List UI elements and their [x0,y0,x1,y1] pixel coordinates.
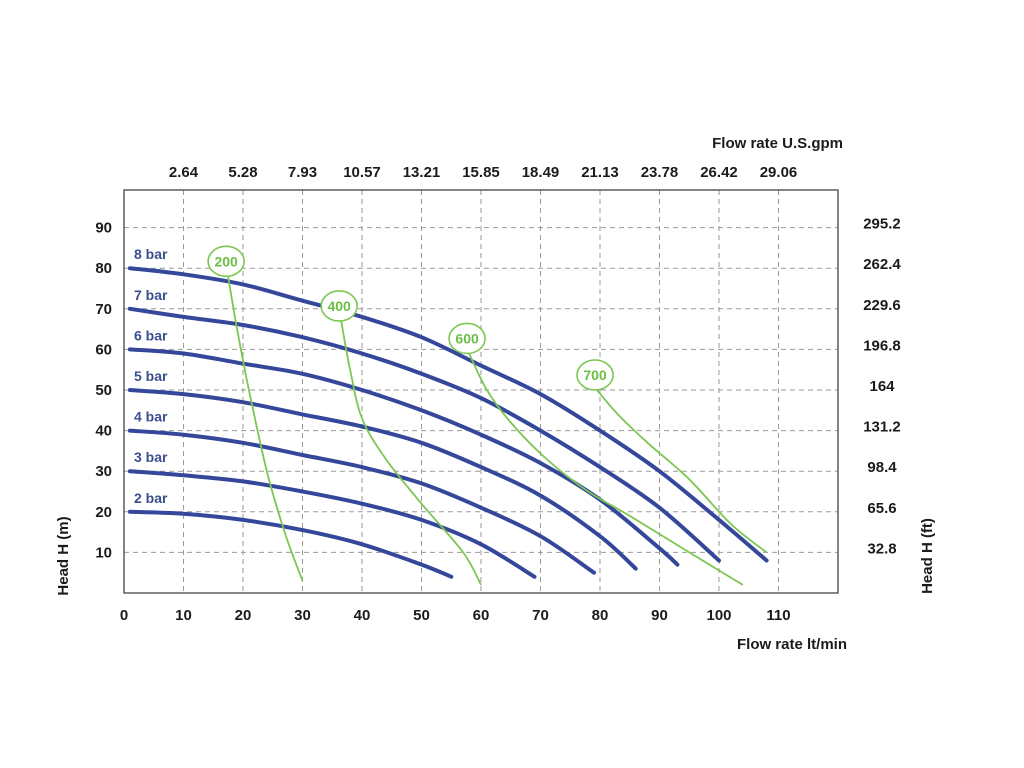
speed-curve-label: 600 [455,330,479,346]
tick-labels: 0 10 2.64 20 5.28 30 7.93 40 10.57 50 13.21 60 15.85… [95,164,901,624]
pressure-curve-line [127,509,454,579]
x2-tick-label: 7.93 [288,164,317,181]
x-tick-label: 0 [120,607,128,624]
x2-tick-label: 26.42 [700,164,738,181]
x-tick-label: 70 [532,607,549,624]
x2-tick-label: 13.21 [403,164,441,181]
plot-frame [123,189,839,594]
pressure-curve-line [127,388,638,571]
speed-curve-line [596,389,768,554]
y-tick-label: 80 [95,260,112,277]
x-tick-label: 60 [473,607,490,624]
pressure-curve-label: 6 bar [134,327,168,343]
x-axis-title: Flow rate lt/min [737,636,847,653]
x2-tick-label: 15.85 [462,164,500,181]
y2-tick-label: 229.6 [863,297,901,314]
y-tick-label: 50 [95,382,112,399]
pressure-curve-label: 3 bar [134,449,168,465]
y2-tick-label: 65.6 [867,500,896,517]
speed-curve-line [340,320,482,586]
x-tick-label: 10 [175,607,192,624]
speed-curve-line [468,353,744,586]
x2-axis-title: Flow rate U.S.gpm [712,135,843,152]
y2-axis-title: Head H (ft) [919,518,936,594]
pressure-curve-label: 2 bar [134,490,168,506]
pressure-curves: 2 bar 3 bar 4 bar 5 bar 6 bar 7 bar 8 bar [127,246,769,579]
y-tick-label: 30 [95,463,112,480]
y2-tick-label: 98.4 [867,459,897,476]
speed-curve-label: 200 [214,253,238,269]
y-tick-label: 40 [95,423,112,440]
pressure-curve-line [127,428,596,575]
x-tick-label: 40 [354,607,371,624]
x-tick-label: 20 [235,607,252,624]
x-tick-label: 30 [294,607,311,624]
x-tick-label: 50 [413,607,430,624]
y-tick-label: 10 [95,544,112,561]
speed-curve-label: 700 [583,367,607,383]
y-axis-title: Head H (m) [55,516,72,595]
pressure-curve-label: 8 bar [134,246,168,262]
speed-curve-line [227,276,304,582]
pressure-curve-label: 7 bar [134,287,168,303]
speed-curve-badge [576,359,614,391]
speed-curve-badge [448,322,486,355]
x2-tick-label: 21.13 [581,164,619,181]
x2-tick-label: 23.78 [641,164,679,181]
pressure-curve-line [127,266,769,563]
y2-tick-label: 262.4 [863,256,901,273]
pressure-curve-line [127,469,537,579]
pressure-curve-label: 5 bar [134,368,168,384]
speed-curve-label: 400 [327,298,351,314]
y-tick-label: 60 [95,341,112,358]
pressure-curve-label: 4 bar [134,409,168,425]
y2-tick-label: 196.8 [863,337,901,354]
y2-tick-label: 164 [869,378,895,395]
y2-tick-label: 295.2 [863,216,901,233]
speed-curves: 200 400 600 700 [207,245,768,586]
y2-tick-label: 131.2 [863,419,901,436]
x-tick-label: 80 [592,607,609,624]
grid-lines [124,190,838,593]
x2-tick-label: 10.57 [343,164,381,181]
y-tick-label: 90 [95,220,112,237]
y-tick-label: 20 [95,504,112,521]
x-tick-label: 100 [706,607,731,624]
pressure-curve-line [127,306,721,563]
x2-tick-label: 18.49 [522,164,560,181]
x2-tick-label: 2.64 [169,164,199,181]
x-tick-label: 110 [766,607,790,624]
pressure-curve-line [127,347,680,567]
speed-curve-badge [320,290,358,322]
y-tick-label: 70 [95,301,112,318]
y2-tick-label: 32.8 [867,540,896,557]
speed-curve-badge [207,245,245,278]
x2-tick-label: 29.06 [760,164,798,181]
x2-tick-label: 5.28 [228,164,257,181]
x-tick-label: 90 [651,607,668,624]
